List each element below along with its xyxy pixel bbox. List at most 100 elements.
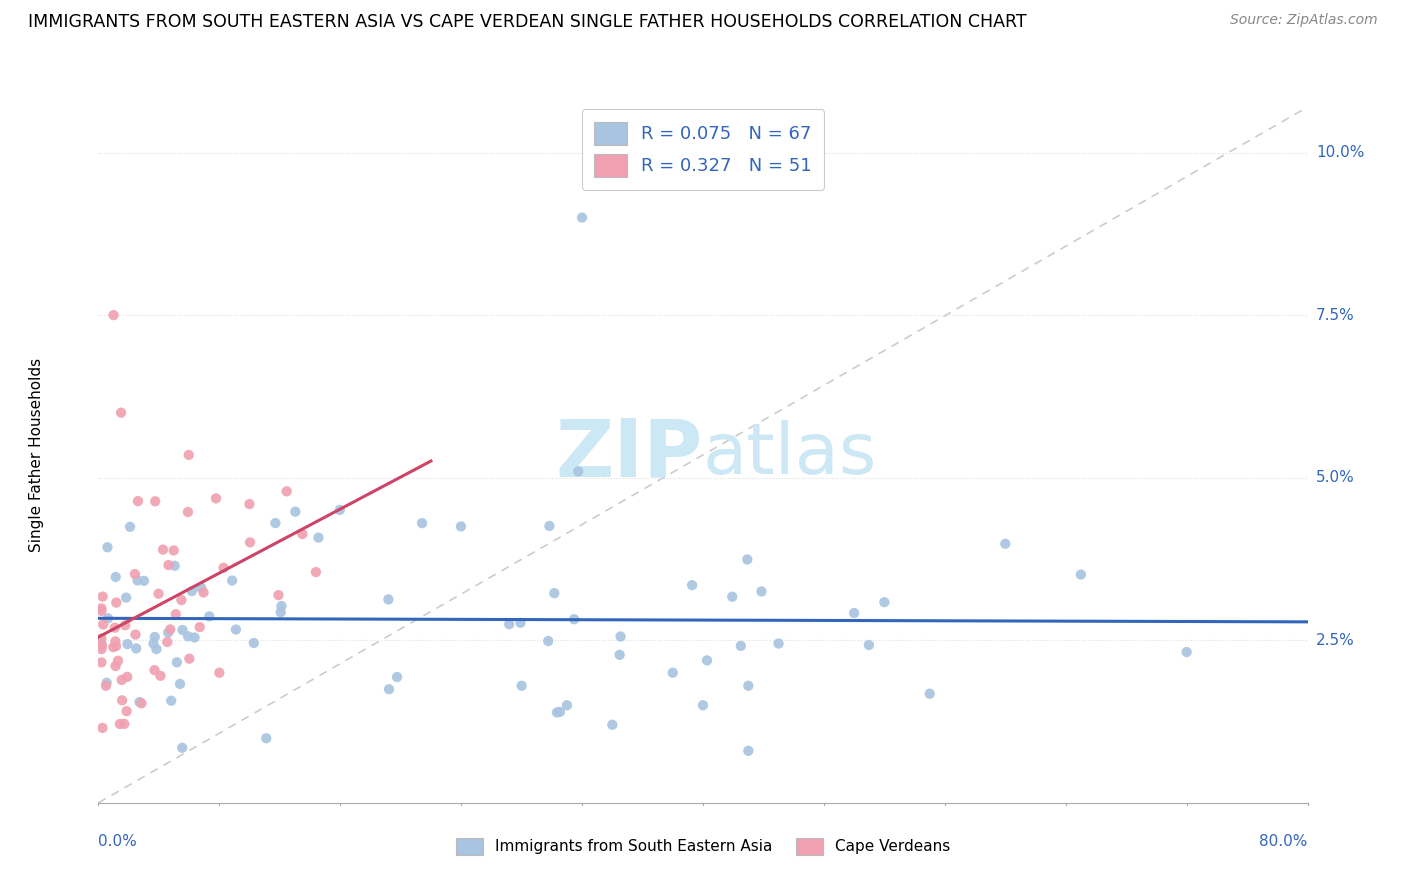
Point bbox=[567, 464, 589, 478]
Point bbox=[143, 630, 166, 644]
Point bbox=[737, 679, 759, 693]
Point bbox=[112, 717, 135, 731]
Point bbox=[291, 527, 314, 541]
Point bbox=[111, 673, 134, 687]
Point bbox=[609, 630, 631, 644]
Point bbox=[751, 584, 773, 599]
Point bbox=[103, 308, 125, 322]
Point bbox=[994, 537, 1017, 551]
Point bbox=[254, 731, 277, 746]
Point bbox=[90, 601, 112, 615]
Point bbox=[243, 636, 266, 650]
Point bbox=[270, 605, 292, 619]
Point bbox=[124, 567, 146, 582]
Point bbox=[170, 593, 193, 607]
Point bbox=[166, 656, 188, 670]
Point bbox=[768, 636, 790, 650]
Point bbox=[96, 675, 118, 690]
Text: ZIP: ZIP bbox=[555, 416, 703, 494]
Point bbox=[873, 595, 896, 609]
Point bbox=[120, 520, 142, 534]
Point bbox=[179, 651, 201, 665]
Point bbox=[127, 574, 149, 588]
Point bbox=[107, 654, 129, 668]
Point bbox=[104, 621, 127, 635]
Point bbox=[127, 494, 149, 508]
Point bbox=[225, 623, 247, 637]
Point bbox=[1175, 645, 1198, 659]
Point bbox=[91, 721, 114, 735]
Point bbox=[543, 586, 565, 600]
Point bbox=[157, 625, 180, 640]
Point bbox=[190, 581, 212, 595]
Point bbox=[160, 694, 183, 708]
Point bbox=[221, 574, 243, 588]
Point bbox=[103, 640, 125, 654]
Point bbox=[208, 665, 231, 680]
Point bbox=[681, 578, 703, 592]
Point bbox=[498, 617, 520, 632]
Point bbox=[692, 698, 714, 713]
Point bbox=[509, 615, 531, 630]
Point bbox=[142, 637, 165, 651]
Point bbox=[307, 531, 329, 545]
Point bbox=[918, 687, 941, 701]
Text: Single Father Households: Single Father Households bbox=[30, 358, 44, 552]
Point bbox=[94, 679, 117, 693]
Point bbox=[562, 612, 585, 626]
Point bbox=[117, 637, 139, 651]
Point bbox=[172, 740, 194, 755]
Point bbox=[91, 590, 114, 604]
Point bbox=[858, 638, 880, 652]
Point bbox=[548, 705, 571, 719]
Point bbox=[91, 639, 114, 653]
Point bbox=[378, 682, 401, 697]
Point bbox=[149, 669, 172, 683]
Legend: Immigrants from South Eastern Asia, Cape Verdeans: Immigrants from South Eastern Asia, Cape… bbox=[450, 831, 956, 862]
Point bbox=[239, 535, 262, 549]
Point bbox=[169, 677, 191, 691]
Point bbox=[385, 670, 408, 684]
Point bbox=[721, 590, 744, 604]
Point bbox=[238, 497, 260, 511]
Point bbox=[104, 570, 127, 584]
Point bbox=[91, 617, 114, 632]
Point bbox=[188, 620, 211, 634]
Point bbox=[538, 519, 561, 533]
Point bbox=[198, 609, 221, 624]
Point bbox=[132, 574, 155, 588]
Point bbox=[193, 585, 215, 599]
Point bbox=[105, 639, 128, 653]
Point bbox=[177, 448, 200, 462]
Point bbox=[90, 604, 112, 618]
Point bbox=[90, 636, 112, 650]
Point bbox=[117, 670, 139, 684]
Text: atlas: atlas bbox=[703, 420, 877, 490]
Point bbox=[1070, 567, 1092, 582]
Point bbox=[131, 696, 153, 710]
Point bbox=[264, 516, 287, 530]
Text: 7.5%: 7.5% bbox=[1316, 308, 1354, 323]
Text: 5.0%: 5.0% bbox=[1316, 470, 1354, 485]
Point bbox=[145, 642, 167, 657]
Point bbox=[284, 505, 307, 519]
Point bbox=[571, 211, 593, 225]
Point bbox=[377, 592, 399, 607]
Point bbox=[177, 629, 200, 643]
Point bbox=[114, 618, 136, 632]
Point bbox=[609, 648, 631, 662]
Text: IMMIGRANTS FROM SOUTH EASTERN ASIA VS CAPE VERDEAN SINGLE FATHER HOUSEHOLDS CORR: IMMIGRANTS FROM SOUTH EASTERN ASIA VS CA… bbox=[28, 13, 1026, 31]
Text: 0.0%: 0.0% bbox=[98, 834, 138, 849]
Point bbox=[115, 591, 138, 605]
Point bbox=[157, 558, 180, 572]
Text: 10.0%: 10.0% bbox=[1316, 145, 1364, 160]
Point bbox=[128, 695, 150, 709]
Point bbox=[181, 584, 204, 599]
Point bbox=[90, 632, 112, 646]
Point bbox=[115, 704, 138, 718]
Point bbox=[124, 627, 146, 641]
Point bbox=[305, 565, 328, 579]
Point bbox=[156, 635, 179, 649]
Point bbox=[163, 543, 186, 558]
Point bbox=[125, 641, 148, 656]
